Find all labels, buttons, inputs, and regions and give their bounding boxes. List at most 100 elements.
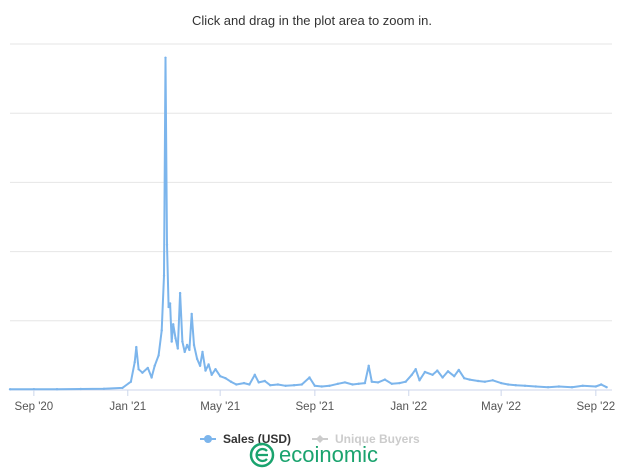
data-point[interactable] [181,340,184,343]
data-point[interactable] [168,302,172,305]
data-point[interactable] [357,382,360,385]
data-point[interactable] [210,373,213,376]
data-point[interactable] [370,380,373,383]
data-point[interactable] [441,376,444,379]
data-point[interactable] [224,377,227,380]
data-point[interactable] [534,385,537,388]
data-point[interactable] [257,381,260,384]
data-point[interactable] [137,368,140,371]
data-point[interactable] [308,376,311,379]
data-point[interactable] [343,381,347,384]
data-point[interactable] [491,379,494,382]
data-point[interactable] [557,385,561,388]
data-point[interactable] [313,384,316,387]
data-point[interactable] [476,379,480,383]
data-point[interactable] [165,243,169,246]
data-point[interactable] [204,369,207,372]
data-point[interactable] [190,312,193,316]
data-point[interactable] [594,385,597,388]
data-point[interactable] [214,368,217,371]
data-point[interactable] [446,370,450,373]
data-point[interactable] [79,387,83,391]
data-point[interactable] [229,380,233,383]
data-point[interactable] [188,348,191,352]
data-point[interactable] [410,373,413,376]
data-point[interactable] [150,376,153,379]
data-point[interactable] [506,383,510,386]
data-point[interactable] [546,386,550,389]
data-point[interactable] [453,375,456,378]
data-point[interactable] [351,383,354,386]
data-point[interactable] [178,291,182,295]
data-point[interactable] [195,357,199,361]
data-point[interactable] [581,384,584,387]
data-point[interactable] [153,364,156,367]
data-point[interactable] [284,384,287,387]
data-point[interactable] [463,377,466,380]
data-point[interactable] [8,388,12,391]
data-point[interactable] [174,336,177,340]
data-point[interactable] [418,379,421,382]
data-point[interactable] [523,384,527,387]
data-point[interactable] [198,364,202,367]
data-point[interactable] [192,343,196,347]
data-point[interactable] [242,381,246,385]
data-point[interactable] [269,384,272,387]
data-point[interactable] [483,380,487,383]
data-point[interactable] [436,369,439,372]
data-point[interactable] [141,371,144,374]
data-point[interactable] [514,384,517,387]
data-point[interactable] [376,381,380,384]
data-point[interactable] [133,361,136,364]
data-point[interactable] [404,380,407,383]
data-point[interactable] [55,388,59,391]
data-point[interactable] [164,56,167,59]
data-point[interactable] [468,378,471,381]
data-point[interactable] [363,381,367,385]
data-point[interactable] [263,379,266,383]
data-point[interactable] [185,343,189,347]
data-point[interactable] [570,386,574,389]
data-point[interactable] [383,378,387,381]
data-point[interactable] [600,383,603,386]
data-point[interactable] [423,370,427,374]
data-point[interactable] [457,368,460,372]
plot-area[interactable] [8,56,608,391]
data-point[interactable] [183,350,186,354]
data-point[interactable] [235,383,238,386]
data-point[interactable] [219,375,222,378]
data-point[interactable] [248,383,251,386]
legend-item-unique-buyers[interactable]: Unique Buyers [312,432,420,446]
data-point[interactable] [605,386,608,389]
data-point[interactable] [172,323,175,326]
data-point[interactable] [398,381,401,385]
data-point[interactable] [167,305,170,309]
data-point[interactable] [201,350,204,354]
data-point[interactable] [367,364,370,367]
data-point[interactable] [328,384,331,387]
data-point[interactable] [253,373,256,376]
data-point[interactable] [336,382,340,385]
data-point[interactable] [170,340,173,343]
data-point[interactable] [162,274,166,277]
data-point[interactable] [160,329,163,332]
data-point[interactable] [121,386,124,390]
data-point[interactable] [102,387,106,390]
series-line-sales[interactable] [9,56,608,391]
data-point[interactable] [390,382,393,385]
data-point[interactable] [276,383,280,386]
data-point[interactable] [320,385,323,388]
data-point[interactable] [32,388,36,391]
data-point[interactable] [146,366,149,370]
data-point[interactable] [300,383,303,386]
data-point[interactable] [207,363,210,366]
data-point[interactable] [292,384,296,387]
data-point[interactable] [431,373,434,376]
data-point[interactable] [499,381,503,385]
data-point[interactable] [157,354,160,357]
data-point[interactable] [176,347,179,350]
data-point[interactable] [135,345,138,349]
data-point[interactable] [129,380,133,383]
data-point[interactable] [414,368,417,371]
